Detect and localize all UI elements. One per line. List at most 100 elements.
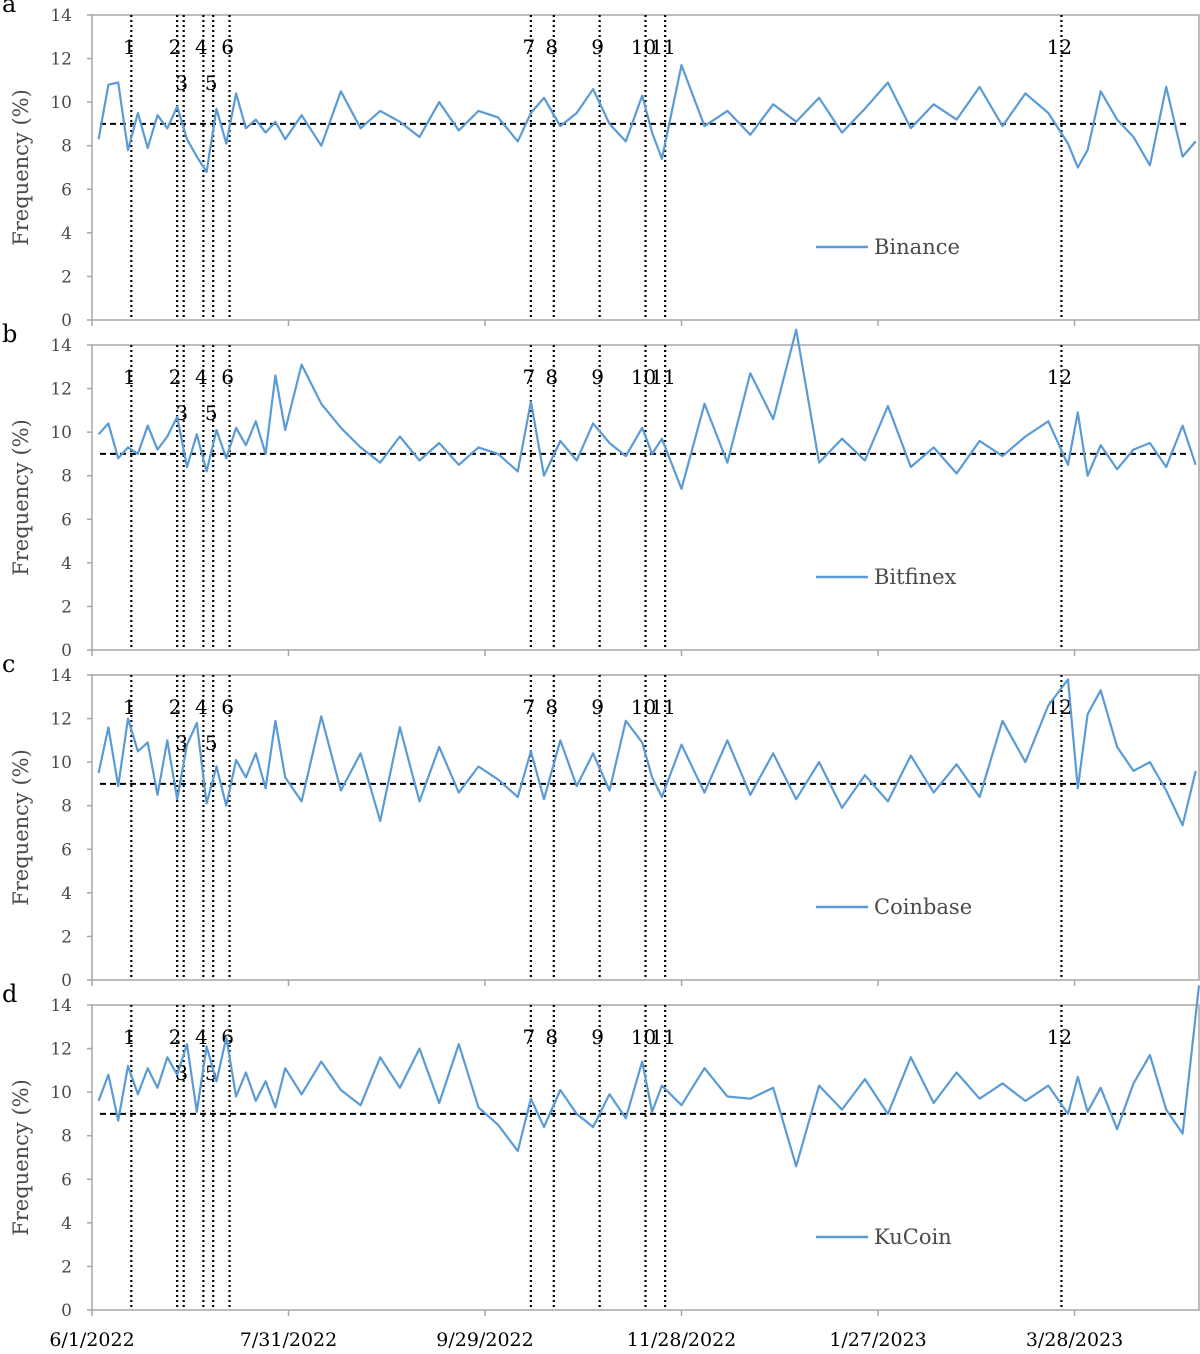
panel-c-y-tick-label: 10: [50, 753, 72, 773]
panel-d-series-line: [97, 985, 1200, 1168]
panel-d-event-label: 7: [523, 1025, 536, 1049]
panel-c-event-label: 8: [545, 695, 558, 719]
panel-c-y-tick-label: 2: [61, 927, 72, 947]
panel-c-legend-label: Coinbase: [874, 895, 972, 919]
panel-d-event-label: 9: [591, 1025, 604, 1049]
panel-b-event-label: 10: [631, 365, 656, 389]
panel-b-y-tick-label: 6: [61, 510, 72, 530]
panel-a-y-tick-label: 6: [61, 180, 72, 200]
x-tick-label: 3/28/2023: [1026, 1329, 1123, 1351]
panel-c-y-tick-label: 0: [61, 971, 72, 991]
panel-b-event-label: 11: [650, 365, 675, 389]
panel-b-event-label: 4: [195, 365, 208, 389]
date-axis: 6/1/2022 7/31/2022 9/29/2022 11/28/2022 1/27…: [49, 1329, 1123, 1351]
panel-a-event-label: 7: [523, 35, 536, 59]
panel-a-letter: a: [2, 0, 16, 18]
panel-b-event-label: 1: [123, 365, 136, 389]
panel-a-event-label: 3: [175, 71, 188, 95]
panel-a-series-line: [97, 63, 1197, 173]
x-tick-label: 7/31/2022: [240, 1329, 337, 1351]
panel-a-legend-label: Binance: [874, 235, 960, 259]
panel-d-event-label: 1: [123, 1025, 136, 1049]
panel-c-y-tick-label: 12: [50, 710, 72, 730]
panel-c-letter: c: [2, 650, 15, 678]
panel-c-y-tick-label: 4: [61, 884, 72, 904]
panel-a-event-label: 11: [650, 35, 675, 59]
panel-d-y-tick-label: 14: [50, 996, 72, 1016]
panel-a-event-label: 1: [123, 35, 136, 59]
panel-d-event-label: 2: [169, 1025, 182, 1049]
panel-a-y-tick-label: 0: [61, 311, 72, 331]
x-tick-label: 6/1/2022: [49, 1329, 134, 1351]
panel-b-ylabel: Frequency (%): [9, 419, 33, 576]
panel-a-event-label: 12: [1047, 35, 1072, 59]
panel-c-series-line: [97, 678, 1197, 827]
panel-d-event-label: 4: [195, 1025, 208, 1049]
x-tick-label: 11/28/2022: [627, 1329, 737, 1351]
panel-b-y-tick-label: 10: [50, 423, 72, 443]
panel-d-y-tick-label: 6: [61, 1170, 72, 1190]
panel-d-y-tick-label: 4: [61, 1214, 72, 1234]
panel-d-y-tick-label: 0: [61, 1301, 72, 1321]
panel-c-y-tick-label: 14: [50, 666, 72, 686]
panel-c-event-label: 10: [631, 695, 656, 719]
panel-c-y-tick-label: 6: [61, 840, 72, 860]
panel-b-event-label: 12: [1047, 365, 1072, 389]
panel-c-event-label: 3: [175, 731, 188, 755]
panel-c-event-label: 9: [591, 695, 604, 719]
panel-a-y-tick-label: 10: [50, 93, 72, 113]
panel-b-legend-label: Bitfinex: [874, 565, 957, 589]
panel-a-event-label: 8: [545, 35, 558, 59]
panel-b-event-label: 7: [523, 365, 536, 389]
panel-d-event-label: 12: [1047, 1025, 1072, 1049]
panel-b-event-label: 8: [545, 365, 558, 389]
panel-c-y-tick-label: 8: [61, 797, 72, 817]
panel-a-y-tick-label: 14: [50, 6, 72, 26]
panel-a-event-label: 6: [221, 35, 234, 59]
panel-c-event-label: 2: [169, 695, 182, 719]
panel-a-ylabel: Frequency (%): [9, 89, 33, 246]
panel-d-y-tick-label: 8: [61, 1127, 72, 1147]
panel-b-event-label: 5: [205, 401, 218, 425]
panel-c-event-label: 1: [123, 695, 136, 719]
panel-b-y-tick-label: 0: [61, 641, 72, 661]
panel-b-event-label: 9: [591, 365, 604, 389]
panel-d-event-label: 11: [650, 1025, 675, 1049]
panel-a-event-label: 4: [195, 35, 208, 59]
panel-d-y-tick-label: 12: [50, 1040, 72, 1060]
panel-b-y-tick-label: 8: [61, 467, 72, 487]
panel-a-event-label: 5: [205, 71, 218, 95]
panel-d-event-label: 10: [631, 1025, 656, 1049]
panel-d-ylabel: Frequency (%): [9, 1079, 33, 1236]
panel-c-event-label: 4: [195, 695, 208, 719]
panel-c-event-label: 11: [650, 695, 675, 719]
x-tick-label: 1/27/2023: [829, 1329, 926, 1351]
panel-b-event-label: 6: [221, 365, 234, 389]
panel-c-event-label: 6: [221, 695, 234, 719]
x-tick-label: 9/29/2022: [436, 1329, 533, 1351]
panel-a-y-tick-label: 4: [61, 224, 72, 244]
panel-c-event-label: 12: [1047, 695, 1072, 719]
panel-d-y-tick-label: 10: [50, 1083, 72, 1103]
panel-a-y-tick-label: 8: [61, 137, 72, 157]
panel-a-event-label: 2: [169, 35, 182, 59]
panel-b-y-tick-label: 4: [61, 554, 72, 574]
panel-c-ylabel: Frequency (%): [9, 749, 33, 906]
panel-b-series-line: [97, 328, 1197, 490]
panel-b-y-tick-label: 2: [61, 597, 72, 617]
panel-b-letter: b: [2, 320, 17, 348]
panel-d-legend-label: KuCoin: [874, 1225, 952, 1249]
panel-d-y-tick-label: 2: [61, 1257, 72, 1277]
panel-c-event-label: 7: [523, 695, 536, 719]
panel-b-y-tick-label: 14: [50, 336, 72, 356]
panel-a-y-tick-label: 12: [50, 50, 72, 70]
panel-b-y-tick-label: 12: [50, 380, 72, 400]
panel-d-letter: d: [2, 980, 17, 1008]
panel-a-event-label: 9: [591, 35, 604, 59]
